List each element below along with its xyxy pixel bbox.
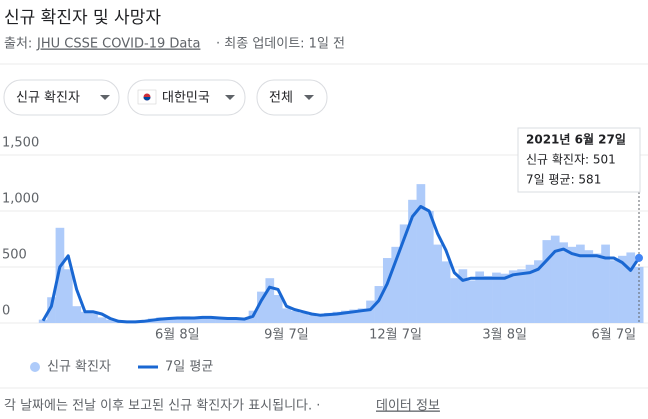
filter-chip[interactable]: 대한민국 (127, 79, 246, 116)
x-tick-label: 6월 8일 (155, 328, 200, 343)
bar (567, 246, 577, 323)
bar (576, 244, 585, 323)
bar (63, 269, 73, 323)
chip-label: 신규 확진자 (16, 91, 80, 106)
bar (366, 300, 375, 323)
y-tick-label: 1,500 (2, 136, 39, 151)
bar (542, 240, 552, 323)
bar (592, 253, 602, 323)
bar (626, 252, 636, 323)
bar (164, 317, 174, 323)
title: 신규 확진자 및 사망자 (4, 8, 161, 28)
footer-note: 각 날짜에는 전날 이후 보고된 신규 확진자가 표시됩니다. · (4, 399, 320, 414)
tooltip-date: 2021년 6월 27일 (526, 132, 626, 147)
bar (315, 316, 325, 323)
bar (206, 316, 216, 323)
bar (189, 317, 199, 323)
bar (500, 273, 510, 323)
bar (198, 316, 207, 323)
bar (416, 184, 426, 323)
bar (466, 280, 476, 323)
bar (173, 318, 182, 323)
bar (601, 244, 610, 323)
bar (550, 235, 560, 323)
bar (399, 224, 409, 323)
y-tick-label: 1,000 (2, 192, 39, 207)
bar (290, 310, 300, 323)
legend-label: 7일 평균 (165, 360, 213, 375)
x-tick-label: 3월 8일 (482, 328, 527, 343)
bar (618, 255, 627, 323)
x-tick-label: 12월 7일 (369, 328, 422, 343)
y-tick-label: 0 (2, 304, 10, 319)
chip-label: 대한민국 (162, 91, 210, 106)
bar (89, 312, 98, 323)
bar (475, 271, 485, 323)
bar (609, 260, 619, 323)
plot: 0 500 1,000 1,500 6월 8일 9월 7일 12월 7일 3월 8일 6월 7일… (0, 127, 648, 375)
bar (257, 291, 266, 323)
bar (282, 308, 291, 323)
bar (341, 310, 350, 323)
bar (534, 260, 543, 323)
legend-label: 신규 확진자 (47, 360, 111, 375)
bar (307, 315, 317, 323)
bar (72, 306, 82, 323)
source-link[interactable]: JHU CSSE COVID-19 Data (36, 37, 200, 52)
flag (137, 89, 157, 105)
line (41, 205, 641, 324)
bar (181, 316, 191, 323)
bar (492, 272, 501, 323)
bar (273, 295, 283, 323)
bar (517, 269, 526, 323)
bar (299, 312, 308, 323)
bar (105, 319, 115, 323)
bar (80, 311, 90, 323)
filter-chip[interactable]: 신규 확진자 (3, 79, 120, 116)
chip-label: 전체 (269, 91, 293, 106)
bar (240, 318, 249, 323)
bar (525, 264, 535, 323)
bar (231, 319, 241, 323)
tooltip-box (517, 127, 641, 193)
bar (433, 244, 443, 323)
bar (324, 312, 333, 323)
hover-dot (635, 253, 643, 262)
bar (424, 211, 434, 323)
footer-link[interactable]: 데이터 정보 (376, 399, 440, 414)
bar (357, 308, 367, 323)
bar (265, 278, 275, 323)
bar (559, 242, 568, 323)
bar (382, 258, 392, 323)
bar (47, 297, 56, 323)
bar (508, 270, 518, 323)
bar (223, 317, 233, 323)
bar (458, 269, 468, 323)
bar (584, 250, 594, 323)
bar (391, 246, 401, 323)
source-prefix: 출처: (4, 37, 32, 52)
bar (349, 309, 359, 323)
bar (55, 227, 65, 323)
filter-chip[interactable]: 전체 (256, 79, 328, 116)
x-tick-label: 6월 7일 (592, 328, 637, 343)
x-tick-label: 9월 7일 (264, 328, 309, 343)
legend-swatch (30, 362, 40, 372)
bar (97, 317, 107, 323)
bar (38, 319, 48, 323)
updated: · 최종 업데이트: 1일 전 (216, 37, 345, 52)
bar (215, 318, 224, 323)
tooltip-line: 7일 평균: 581 (526, 173, 601, 187)
y-tick-label: 500 (2, 248, 27, 263)
bar (332, 311, 342, 323)
bar (634, 266, 644, 323)
bar (450, 278, 459, 323)
bar (374, 286, 384, 323)
bar (441, 261, 451, 323)
bar (483, 275, 493, 323)
bar (408, 199, 417, 323)
tooltip-line: 신규 확진자: 501 (526, 153, 616, 167)
